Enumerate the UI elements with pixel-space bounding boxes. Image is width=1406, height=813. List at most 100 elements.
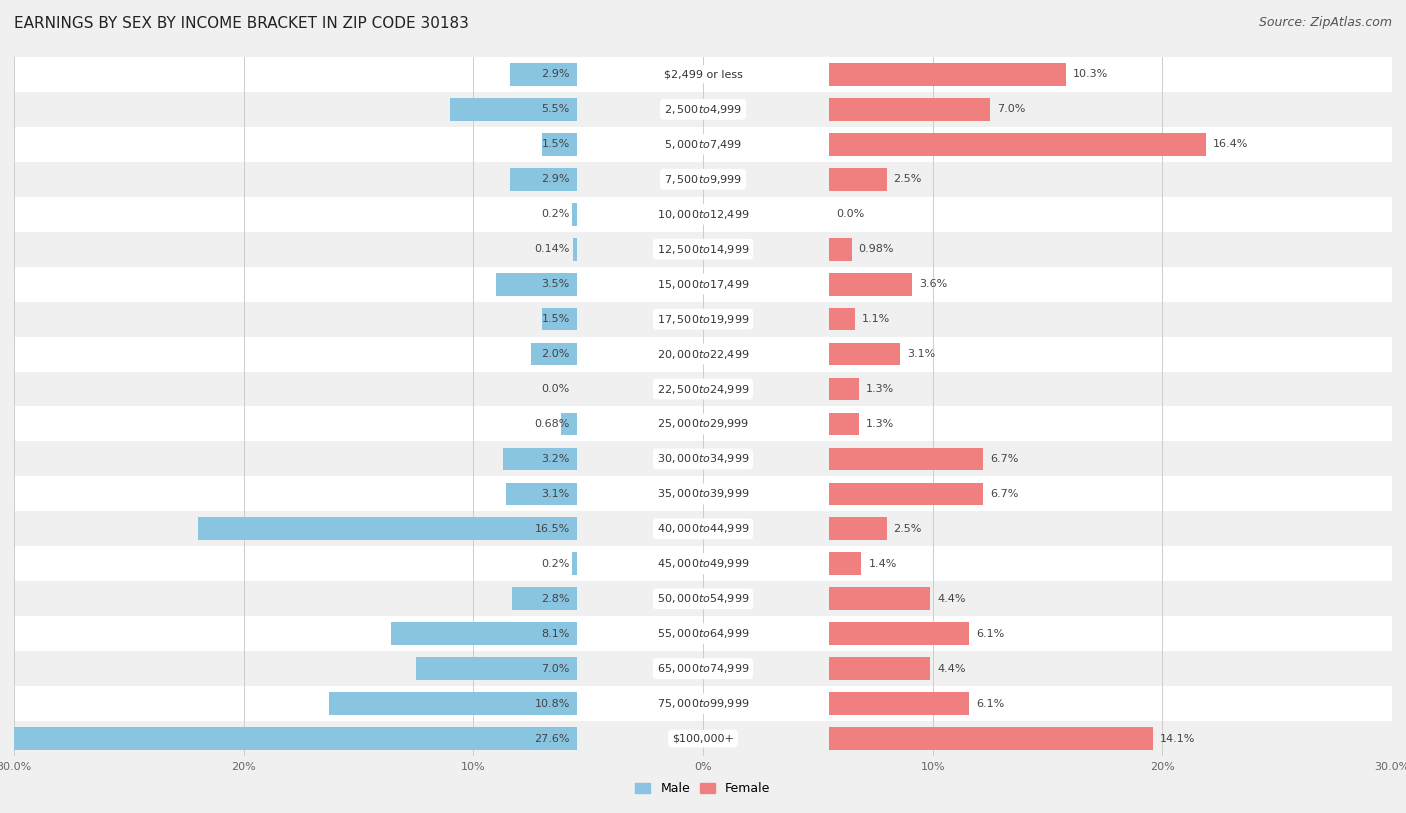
Text: $30,000 to $34,999: $30,000 to $34,999 — [657, 453, 749, 465]
Bar — [329, 693, 576, 715]
FancyBboxPatch shape — [14, 302, 1392, 337]
Text: $25,000 to $29,999: $25,000 to $29,999 — [657, 418, 749, 430]
Text: 2.5%: 2.5% — [894, 174, 922, 185]
FancyBboxPatch shape — [14, 372, 1392, 406]
FancyBboxPatch shape — [14, 546, 1392, 581]
Text: 4.4%: 4.4% — [938, 663, 966, 674]
Bar — [830, 553, 862, 575]
Bar — [572, 553, 576, 575]
Text: 8.1%: 8.1% — [541, 628, 569, 639]
Text: 4.4%: 4.4% — [938, 593, 966, 604]
Text: 6.1%: 6.1% — [976, 628, 1004, 639]
Text: 1.1%: 1.1% — [862, 314, 890, 324]
Bar — [830, 273, 912, 295]
Text: $45,000 to $49,999: $45,000 to $49,999 — [657, 558, 749, 570]
Text: 3.1%: 3.1% — [907, 349, 935, 359]
Bar — [830, 623, 969, 645]
Text: $55,000 to $64,999: $55,000 to $64,999 — [657, 628, 749, 640]
Bar — [506, 483, 576, 505]
Text: 3.2%: 3.2% — [541, 454, 569, 464]
Text: 1.5%: 1.5% — [541, 139, 569, 150]
FancyBboxPatch shape — [14, 337, 1392, 372]
Text: 14.1%: 14.1% — [1160, 733, 1195, 744]
Bar — [531, 343, 576, 365]
Bar — [830, 658, 931, 680]
Text: 2.0%: 2.0% — [541, 349, 569, 359]
Text: $2,499 or less: $2,499 or less — [664, 69, 742, 80]
Bar — [830, 238, 852, 260]
Bar — [543, 308, 576, 330]
Bar — [450, 98, 576, 120]
Text: 6.7%: 6.7% — [990, 489, 1018, 499]
Bar — [512, 588, 576, 610]
Text: 10.3%: 10.3% — [1073, 69, 1108, 80]
FancyBboxPatch shape — [14, 92, 1392, 127]
Text: $20,000 to $22,499: $20,000 to $22,499 — [657, 348, 749, 360]
FancyBboxPatch shape — [14, 406, 1392, 441]
FancyBboxPatch shape — [14, 441, 1392, 476]
Text: 0.0%: 0.0% — [837, 209, 865, 220]
FancyBboxPatch shape — [14, 267, 1392, 302]
Text: 7.0%: 7.0% — [997, 104, 1025, 115]
Bar — [830, 693, 969, 715]
Bar — [543, 133, 576, 155]
Bar — [416, 658, 576, 680]
Bar — [510, 63, 576, 85]
FancyBboxPatch shape — [14, 651, 1392, 686]
FancyBboxPatch shape — [14, 686, 1392, 721]
Bar — [510, 168, 576, 190]
Text: $7,500 to $9,999: $7,500 to $9,999 — [664, 173, 742, 185]
Bar — [572, 203, 576, 225]
Bar — [830, 588, 931, 610]
Text: $50,000 to $54,999: $50,000 to $54,999 — [657, 593, 749, 605]
Bar — [830, 518, 887, 540]
Text: 6.1%: 6.1% — [976, 698, 1004, 709]
Bar — [830, 448, 983, 470]
Text: $65,000 to $74,999: $65,000 to $74,999 — [657, 663, 749, 675]
Text: 3.5%: 3.5% — [541, 279, 569, 289]
Bar — [830, 133, 1206, 155]
FancyBboxPatch shape — [14, 721, 1392, 756]
Text: 1.3%: 1.3% — [866, 384, 894, 394]
Bar — [830, 168, 887, 190]
Text: $35,000 to $39,999: $35,000 to $39,999 — [657, 488, 749, 500]
Bar — [830, 308, 855, 330]
FancyBboxPatch shape — [14, 57, 1392, 92]
Text: $40,000 to $44,999: $40,000 to $44,999 — [657, 523, 749, 535]
Text: 0.0%: 0.0% — [541, 384, 569, 394]
Text: 3.6%: 3.6% — [920, 279, 948, 289]
Text: 16.4%: 16.4% — [1213, 139, 1249, 150]
Bar — [574, 238, 576, 260]
Text: Source: ZipAtlas.com: Source: ZipAtlas.com — [1258, 16, 1392, 29]
FancyBboxPatch shape — [14, 162, 1392, 197]
Bar — [830, 483, 983, 505]
Text: 2.5%: 2.5% — [894, 524, 922, 534]
Text: 1.4%: 1.4% — [869, 559, 897, 569]
Text: 16.5%: 16.5% — [534, 524, 569, 534]
Bar — [830, 413, 859, 435]
Text: 1.3%: 1.3% — [866, 419, 894, 429]
Bar — [0, 728, 576, 750]
Bar — [503, 448, 576, 470]
Text: 3.1%: 3.1% — [541, 489, 569, 499]
Text: 2.8%: 2.8% — [541, 593, 569, 604]
Text: 2.9%: 2.9% — [541, 69, 569, 80]
Text: 10.8%: 10.8% — [534, 698, 569, 709]
Bar — [198, 518, 576, 540]
FancyBboxPatch shape — [14, 197, 1392, 232]
Bar — [830, 378, 859, 400]
Text: 6.7%: 6.7% — [990, 454, 1018, 464]
Text: 2.9%: 2.9% — [541, 174, 569, 185]
Text: $2,500 to $4,999: $2,500 to $4,999 — [664, 103, 742, 115]
FancyBboxPatch shape — [14, 232, 1392, 267]
Text: 7.0%: 7.0% — [541, 663, 569, 674]
Bar — [391, 623, 576, 645]
Text: $5,000 to $7,499: $5,000 to $7,499 — [664, 138, 742, 150]
Text: 0.68%: 0.68% — [534, 419, 569, 429]
Text: 5.5%: 5.5% — [541, 104, 569, 115]
Bar — [830, 63, 1066, 85]
FancyBboxPatch shape — [14, 127, 1392, 162]
Legend: Male, Female: Male, Female — [631, 778, 775, 799]
Bar — [496, 273, 576, 295]
Text: $10,000 to $12,499: $10,000 to $12,499 — [657, 208, 749, 220]
